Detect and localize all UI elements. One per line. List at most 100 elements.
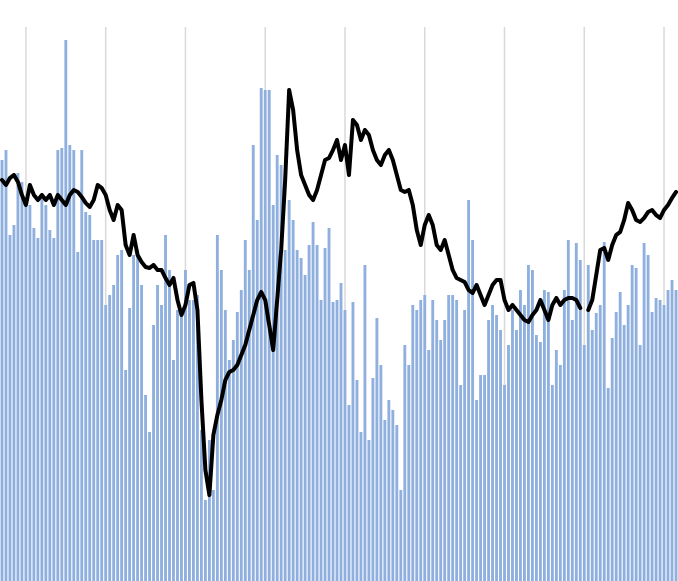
bar (152, 325, 155, 581)
bar (287, 200, 291, 581)
bar (463, 310, 467, 581)
bar (443, 320, 447, 581)
bar (594, 313, 598, 581)
bar (36, 238, 40, 581)
bar (100, 240, 104, 581)
bar (423, 295, 427, 581)
bar (80, 150, 84, 581)
bar (530, 270, 534, 581)
bar (176, 310, 179, 581)
bar (32, 228, 36, 581)
bar (251, 145, 255, 581)
bar (191, 300, 195, 581)
bar (487, 320, 490, 581)
bar (132, 255, 136, 581)
bar (451, 295, 455, 581)
bar (303, 275, 307, 581)
bar (92, 240, 96, 581)
bar (403, 345, 407, 581)
bar (475, 400, 479, 581)
bar (379, 365, 383, 581)
bar (271, 205, 275, 581)
bar (586, 265, 590, 581)
bar (606, 388, 610, 581)
bar (203, 500, 207, 581)
bar (367, 440, 371, 581)
bar (160, 305, 163, 581)
bar (614, 312, 618, 581)
bar (307, 245, 311, 581)
bar (299, 258, 303, 581)
bar (4, 150, 8, 581)
bar (351, 302, 355, 581)
bar (108, 295, 112, 581)
bar (618, 292, 622, 581)
bar (582, 345, 586, 581)
bar (279, 165, 283, 581)
bar (598, 305, 602, 581)
bar (283, 250, 287, 581)
bar (199, 430, 203, 581)
bar (247, 270, 251, 581)
bar (28, 205, 32, 581)
bar (439, 340, 443, 581)
bar (8, 235, 12, 581)
bar (48, 230, 52, 581)
bar (44, 205, 48, 581)
bar (347, 405, 351, 581)
bar (52, 238, 56, 581)
bar (24, 200, 28, 581)
bar (84, 212, 88, 581)
bar (188, 300, 191, 581)
bar (168, 270, 171, 581)
bar (499, 330, 502, 581)
bar (391, 410, 395, 581)
bar (140, 285, 144, 581)
bar (327, 228, 331, 581)
bar (104, 305, 108, 581)
bar (323, 248, 327, 581)
bar (16, 173, 20, 581)
bar (0, 160, 4, 581)
bar (363, 265, 367, 581)
bar (399, 490, 403, 581)
bar (371, 378, 375, 581)
bar (275, 155, 279, 581)
bar (12, 225, 16, 581)
bar (590, 330, 594, 581)
bar (243, 240, 247, 581)
bar (259, 88, 263, 581)
bar (447, 295, 451, 581)
bar (219, 270, 223, 581)
bar (411, 305, 415, 581)
bar (343, 310, 347, 581)
bar (148, 432, 151, 581)
bar (626, 305, 630, 581)
bar (383, 420, 387, 581)
bar (534, 335, 538, 581)
bar (263, 90, 267, 581)
bar (622, 325, 626, 581)
bar (180, 310, 183, 581)
bar (562, 290, 566, 581)
bar (507, 345, 510, 581)
bar (467, 200, 471, 581)
bar (331, 302, 335, 581)
bar (638, 345, 642, 581)
bar (128, 308, 132, 581)
bar (335, 300, 339, 581)
bar (503, 385, 506, 581)
bar (431, 300, 435, 581)
bar (64, 40, 68, 581)
bar (542, 290, 546, 581)
bar (227, 360, 231, 581)
bar (634, 268, 638, 581)
bar (558, 365, 562, 581)
bar (235, 312, 239, 581)
bar (387, 400, 391, 581)
line (0, 88, 678, 497)
bar (642, 243, 646, 581)
bar (88, 215, 92, 581)
bar (574, 243, 578, 581)
